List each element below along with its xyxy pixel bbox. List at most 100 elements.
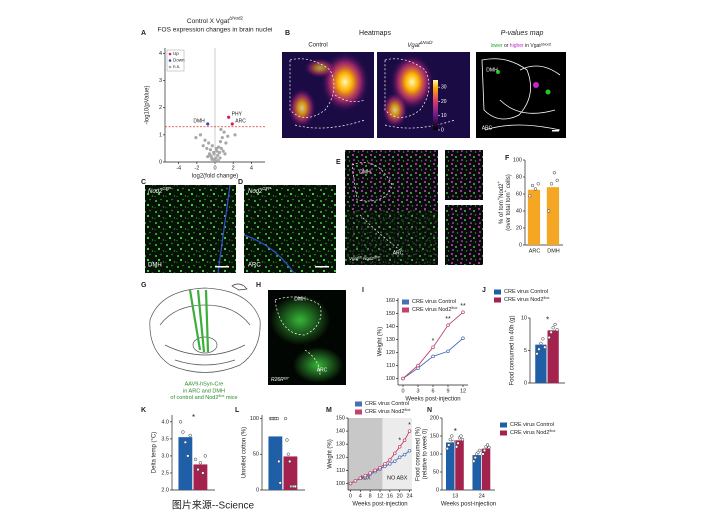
bar (193, 464, 208, 490)
y-tick-label: 0 (256, 487, 259, 493)
point (219, 127, 223, 132)
label: ARC (482, 125, 493, 131)
data-point (533, 187, 538, 191)
data-point (198, 461, 203, 465)
y-tick-label: 160 (386, 298, 395, 304)
data-point (481, 452, 485, 456)
y-axis-label: Delta temp (°C) (152, 432, 158, 473)
y-tick-label: 100 (430, 451, 439, 457)
text-run: CRE virus Control (365, 401, 409, 407)
label: Control (308, 43, 327, 49)
source-note: 图片来源--Science (172, 499, 255, 512)
x-tick-label: 6 (431, 388, 434, 394)
legend-label: CRE virus Control (504, 289, 548, 295)
data-point (552, 171, 557, 175)
marker (446, 349, 450, 353)
marker (407, 448, 412, 453)
x-tick-label: ARC (529, 248, 541, 254)
y-tick-label: 60 (516, 191, 522, 197)
point (222, 130, 226, 134)
superscript: + (503, 189, 508, 192)
x-tick-label: 3 (416, 388, 419, 394)
bar (283, 456, 298, 490)
panel-letter: N (427, 407, 432, 414)
label: Heatmaps (359, 30, 391, 37)
y-tick-label: 2.5 (161, 470, 169, 476)
y-tick-label: 4.0 (161, 419, 169, 425)
significance-star: * (192, 413, 195, 422)
marker (393, 451, 397, 456)
x-tick-label: 8 (369, 493, 372, 499)
point (216, 153, 220, 157)
point (216, 159, 220, 163)
y-axis-label: Unrolled cotton (%) (242, 427, 248, 478)
label: DMH (486, 67, 498, 73)
panel-letter: K (141, 407, 146, 414)
data-point (536, 182, 540, 186)
y-tick-label: 2.0 (161, 487, 169, 493)
data-point (196, 467, 200, 472)
text-run: Vgat (407, 43, 420, 49)
y-tick-label: 3 (159, 78, 162, 84)
data-point (547, 209, 551, 213)
legend-box (166, 49, 185, 72)
panel-letter: M (326, 407, 332, 414)
label: ARC (393, 250, 404, 256)
data-point (553, 322, 557, 327)
y-tick-label: 0 (436, 487, 439, 493)
point (208, 153, 212, 157)
data-point (537, 347, 541, 351)
marker (401, 376, 405, 381)
y-tick-label: 110 (336, 468, 345, 474)
point (218, 156, 222, 160)
legend-swatch (168, 65, 172, 69)
text-run: Vgat (349, 256, 359, 261)
point (201, 144, 205, 148)
data-point (528, 194, 532, 198)
image-h (268, 290, 346, 385)
text-run: % of tom (499, 200, 505, 224)
legend-swatch (355, 409, 362, 415)
marker (416, 363, 420, 368)
data-point (278, 481, 282, 485)
point (227, 115, 231, 119)
legend-label: CRE virus Nod2flox (365, 408, 410, 415)
x-axis-label: log2(fold change) (192, 174, 238, 180)
point (208, 148, 213, 152)
y-tick-label: 0 (524, 380, 527, 386)
data-point (454, 445, 459, 449)
marker (397, 445, 402, 449)
data-point (459, 434, 463, 438)
data-point (450, 434, 454, 438)
y-tick-label: 1 (159, 132, 162, 138)
y-tick-label: 20 (516, 225, 522, 231)
data-point (448, 437, 452, 442)
label: Vgattdt Nod2GFP (349, 255, 381, 261)
data-point (543, 345, 547, 349)
legend-label: Up (173, 51, 179, 56)
y-tick-label: 10 (521, 315, 527, 321)
panel-letter: F (505, 155, 510, 162)
marker (393, 459, 397, 463)
point-label: DMH (193, 118, 205, 124)
y-tick-label: 130 (386, 337, 395, 343)
y-axis-label: Food consumed (%) (416, 427, 422, 481)
data-point (181, 430, 185, 434)
marker (402, 452, 407, 457)
y-tick-label: 110 (386, 363, 395, 369)
text-run: CRE virus Nod2 (412, 307, 451, 313)
point (221, 149, 225, 153)
text-run: of control and (170, 395, 205, 401)
y-axis-label: Weight (%) (328, 439, 334, 469)
legend-label: CRE virus Control (365, 401, 409, 407)
y-tick-label: 50 (253, 452, 259, 458)
point-label: ARC (235, 118, 246, 124)
x-tick-label: 24 (406, 493, 412, 499)
point (210, 144, 214, 148)
y-tick-label: 2 (159, 105, 162, 111)
data-point (487, 445, 491, 450)
point (194, 135, 198, 140)
panel-letter: E (336, 159, 341, 166)
marker (348, 481, 353, 486)
x-tick-label: 4 (359, 493, 362, 499)
